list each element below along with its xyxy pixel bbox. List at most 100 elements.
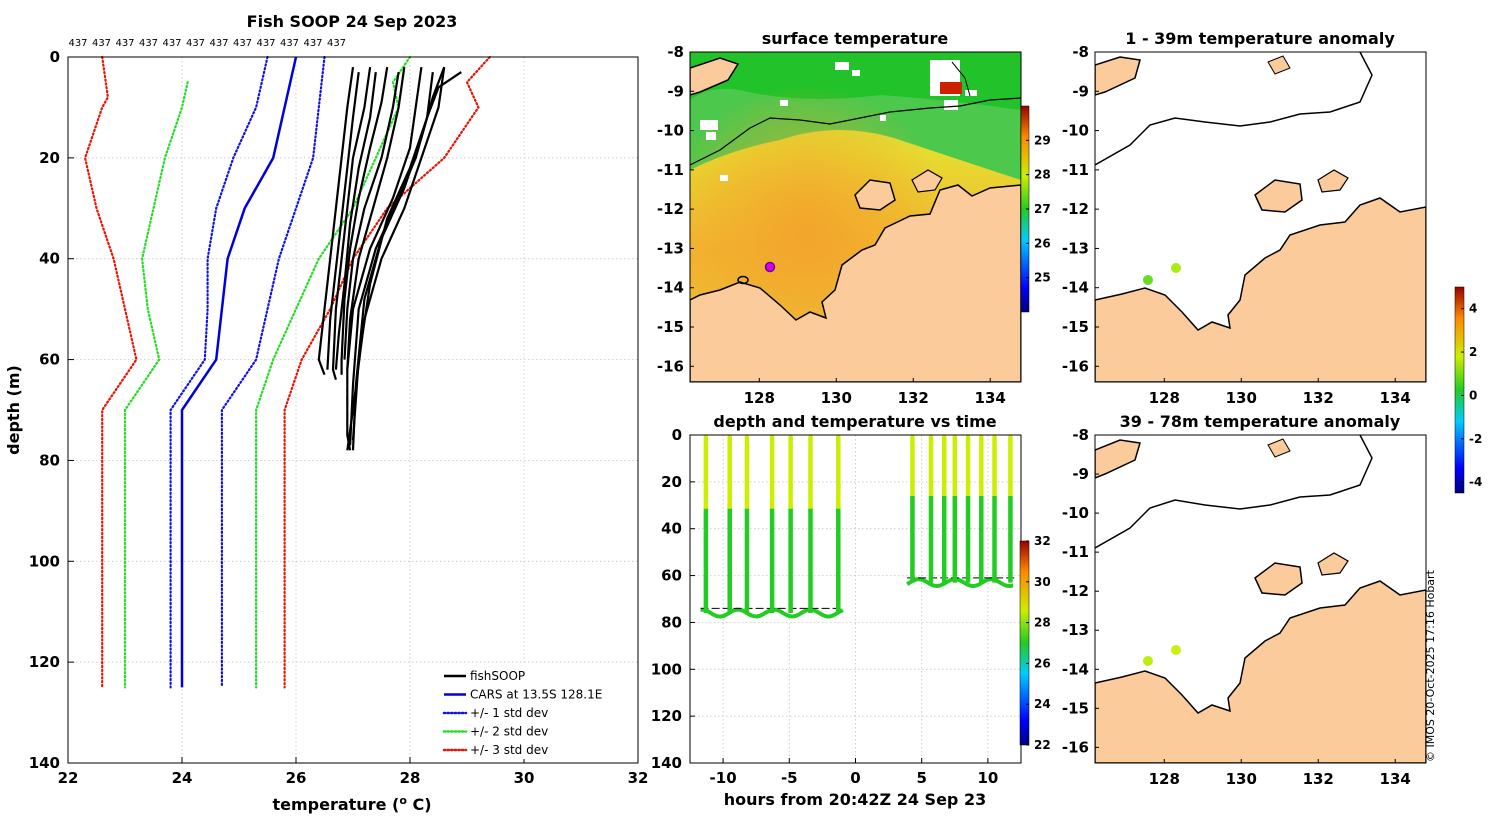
y-tick-label: 120 [651, 707, 682, 725]
map-x-tick-label: 134 [1380, 770, 1411, 788]
map-x-tick-label: 128 [1149, 389, 1180, 407]
fishsoop-profile-line [351, 66, 446, 451]
colorbar-tick-label: 0 [1469, 388, 1477, 402]
profile-chart: Fish SOOP 24 Sep 2023 437 437 437 437 437 437… [4, 12, 648, 814]
map-y-tick-label: -12 [1062, 200, 1089, 218]
x-tick-label: -10 [710, 769, 737, 787]
legend-label: +/- 2 std dev [470, 725, 548, 739]
map-y-tick-label: -15 [1062, 318, 1089, 336]
map-y-tick-label: -13 [657, 239, 684, 257]
top-count-label: 437 [115, 38, 134, 49]
map-y-tick-label: -9 [667, 82, 684, 100]
colorbar-tick-label: -4 [1469, 475, 1482, 489]
top-count-label: 437 [162, 38, 181, 49]
colorbar-tick-label: 28 [1034, 616, 1051, 630]
top-count-label: 437 [92, 38, 111, 49]
anomaly-bottom-frame [1094, 434, 1427, 764]
series-line [220, 55, 326, 689]
x-tick-label: 32 [628, 769, 649, 787]
x-tick-label: 24 [172, 769, 193, 787]
profile-top-labels: 437 437 437 437 437 437 437 437 437 437 437 437 [68, 38, 346, 49]
anomaly-bottom-x-ticks: 128 130 132 134 [1149, 759, 1411, 788]
map-y-tick-label: -10 [1062, 122, 1089, 140]
anomaly-top-y-ticks: -8 -9 -10 -11 -12 -13 -14 -15 -16 [1062, 43, 1099, 375]
y-tick-label: 0 [50, 48, 60, 66]
legend-label: +/- 1 std dev [470, 706, 548, 720]
map-y-tick-label: -12 [1062, 582, 1089, 600]
map-y-tick-label: -14 [1062, 660, 1089, 678]
map-x-tick-label: 128 [744, 389, 775, 407]
y-tick-label: 60 [39, 351, 60, 369]
profile-title: Fish SOOP 24 Sep 2023 [247, 12, 458, 31]
series-line [255, 55, 412, 689]
top-count-label: 437 [233, 38, 252, 49]
sst-y-ticks: -8 -9 -10 -11 -12 -13 -14 -15 -16 [657, 43, 694, 375]
fishsoop-profile-line [326, 71, 360, 370]
depth-time-grid [690, 434, 1021, 764]
depth-time-panel: depth and temperature vs time -10 -5 0 5 10 … [651, 412, 1051, 809]
fishsoop-profiles [317, 66, 462, 451]
colorbar-tick-label: 30 [1034, 575, 1051, 589]
map-y-tick-label: -16 [1062, 357, 1089, 375]
series-line [283, 55, 491, 689]
profile-axes-box [67, 56, 639, 764]
x-tick-label: 0 [850, 769, 860, 787]
colorbar-tick-label: 2 [1469, 345, 1477, 359]
depth-time-y-ticks: 0 20 40 60 80 100 120 140 [651, 426, 695, 772]
anomaly-top-panel: 1 - 39m temperature anomaly 128 130 132 134… [1062, 29, 1427, 407]
fishsoop-profile-line [340, 66, 389, 375]
colorbar-tick-label: 22 [1034, 738, 1051, 752]
y-tick-label: 40 [39, 250, 60, 268]
map-x-tick-label: 132 [898, 389, 929, 407]
profile-x-label: temperature (o C) [272, 794, 431, 814]
colorbar-tick-label: 4 [1469, 302, 1477, 316]
anomaly-top-point-2 [1171, 263, 1181, 273]
map-y-tick-label: -15 [1062, 699, 1089, 717]
anomaly-top-map [1095, 52, 1426, 382]
colorbar-tick-label: 26 [1034, 656, 1051, 670]
y-tick-label: 80 [39, 451, 60, 469]
colorbar-tick-label: 28 [1034, 168, 1051, 182]
x-tick-label: 22 [58, 769, 79, 787]
fishsoop-profile-line [351, 71, 462, 441]
map-y-tick-label: -9 [1072, 465, 1089, 483]
anomaly-top-frame [1094, 51, 1427, 383]
map-y-tick-label: -11 [1062, 543, 1089, 561]
bottom-trace [906, 577, 1014, 589]
x-tick-label: 30 [514, 769, 535, 787]
x-tick-label: 26 [286, 769, 307, 787]
profile-series [83, 55, 491, 689]
y-tick-label: 100 [29, 552, 60, 570]
anomaly-bottom-panel: 39 - 78m temperature anomaly 128 130 132 13… [1062, 412, 1427, 788]
sst-colorbar-ticks: 29 28 27 26 25 [1026, 133, 1051, 285]
anomaly-bottom-title: 39 - 78m temperature anomaly [1120, 412, 1401, 431]
series-line [83, 55, 138, 689]
map-y-tick-label: -15 [657, 318, 684, 336]
y-tick-label: 120 [29, 653, 60, 671]
y-tick-label: 0 [672, 426, 682, 444]
y-tick-label: 20 [39, 149, 60, 167]
map-x-tick-label: 130 [1226, 770, 1257, 788]
profile-x-ticks: 22 24 26 28 30 32 [58, 757, 649, 787]
top-count-label: 437 [280, 38, 299, 49]
map-x-tick-label: 132 [1303, 389, 1334, 407]
map-y-tick-label: -14 [1062, 279, 1089, 297]
profile-y-ticks: 0 20 40 60 80 100 120 140 [29, 48, 74, 772]
map-x-tick-label: 130 [821, 389, 852, 407]
anomaly-bottom-point-1 [1143, 656, 1153, 666]
top-count-label: 437 [68, 38, 87, 49]
colorbar-tick-label: 29 [1034, 133, 1051, 147]
anomaly-colorbar [1454, 286, 1465, 494]
map-y-tick-label: -11 [1062, 161, 1089, 179]
anomaly-colorbar-ticks: 4 2 0 -2 -4 [1461, 302, 1482, 489]
colorbar-tick-label: 27 [1034, 202, 1051, 216]
depth-time-title: depth and temperature vs time [713, 412, 996, 431]
map-y-tick-label: -8 [1072, 43, 1089, 61]
fishsoop-profile-line [346, 66, 406, 370]
legend-label: fishSOOP [470, 669, 525, 683]
legend-box [437, 663, 633, 759]
series-line [123, 81, 189, 689]
depth-time-colorbar-ticks: 32 30 28 26 24 22 [1026, 534, 1051, 752]
y-tick-label: 40 [661, 520, 682, 538]
profile-y-label: depth (m) [4, 365, 23, 455]
